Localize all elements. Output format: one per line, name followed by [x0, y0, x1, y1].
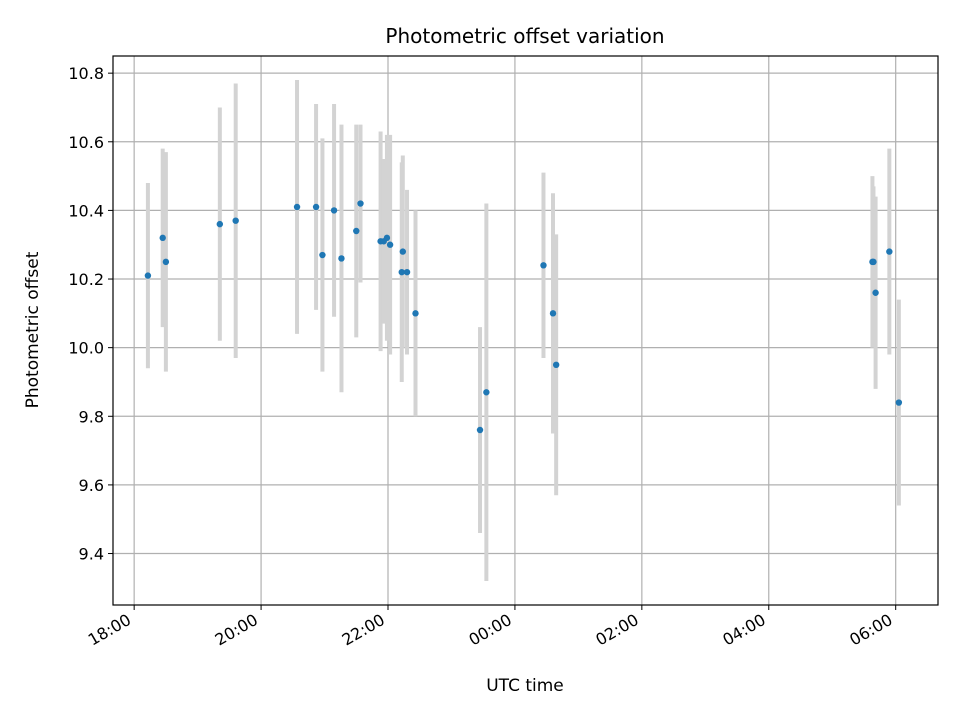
data-points	[144, 200, 903, 434]
data-point	[319, 251, 326, 259]
data-point	[293, 203, 301, 211]
data-point	[870, 258, 877, 266]
y-tick-label: 9.8	[79, 407, 104, 426]
data-point	[312, 203, 320, 211]
data-point	[216, 220, 224, 228]
data-point	[353, 227, 360, 235]
data-point	[338, 255, 345, 262]
y-tick-label: 10.4	[68, 201, 104, 220]
y-axis-ticks: 9.4 9.6 9.8 10.0 10.2 10.4 10.6 10.8	[68, 64, 113, 564]
data-point	[540, 262, 547, 269]
data-point	[330, 207, 338, 214]
plot-frame	[112, 55, 939, 606]
data-point	[386, 241, 394, 248]
data-point	[403, 268, 411, 276]
data-point	[357, 200, 364, 207]
data-point	[398, 268, 405, 276]
data-point	[232, 217, 239, 224]
data-point	[483, 389, 490, 396]
y-tick-label: 10.2	[68, 270, 104, 289]
y-tick-label: 10.0	[68, 339, 104, 358]
data-point	[549, 310, 557, 317]
data-point	[144, 272, 152, 279]
y-tick-label: 9.4	[79, 545, 104, 564]
y-tick-label: 9.6	[79, 476, 104, 495]
data-point	[162, 258, 170, 266]
data-point	[872, 289, 879, 296]
data-point	[552, 361, 560, 369]
y-tick-label: 10.6	[68, 133, 104, 152]
y-axis-label: Photometric offset	[23, 251, 43, 408]
x-axis-label: UTC time	[486, 676, 564, 696]
y-tick-label: 10.8	[68, 64, 104, 83]
data-point	[412, 310, 419, 317]
data-point	[383, 234, 391, 242]
data-point	[476, 426, 484, 434]
data-point	[895, 399, 903, 406]
chart-title: Photometric offset variation	[385, 24, 664, 48]
data-point	[399, 248, 407, 255]
data-point	[886, 248, 893, 255]
data-point	[159, 234, 166, 242]
